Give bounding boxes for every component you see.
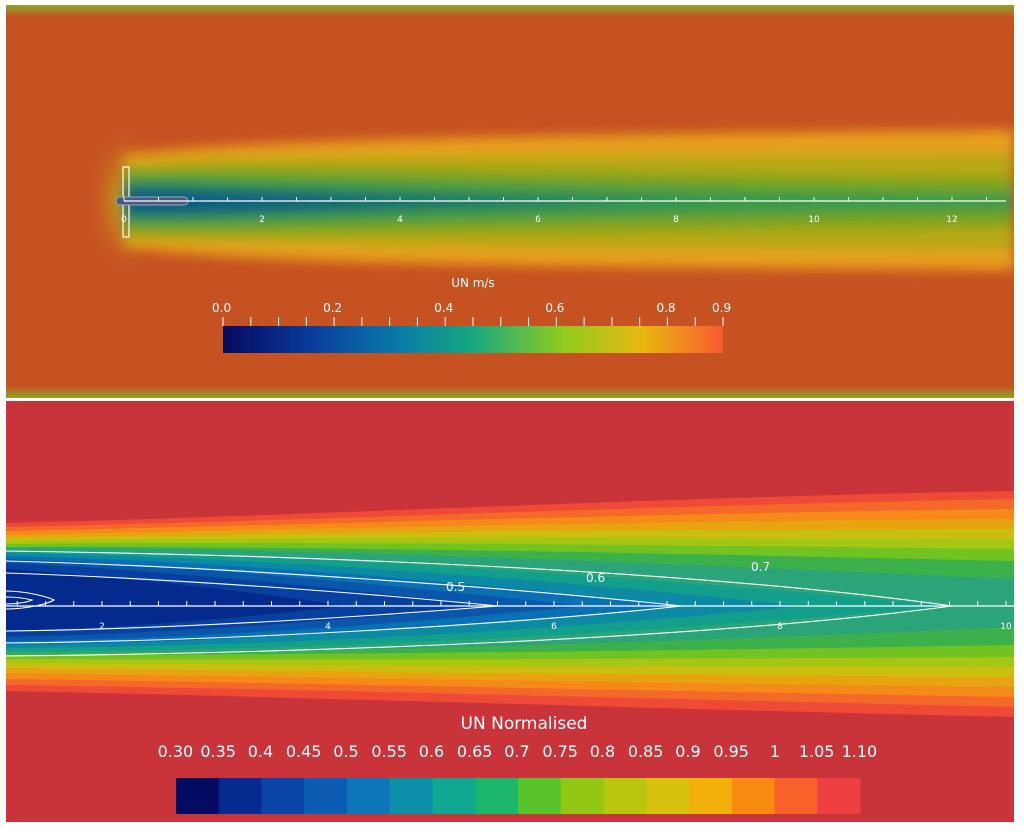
velocity-field-top-view: 0 2 4 6 8 10 12 UN m/s 0.0 0.2 0.4 0.6 0.8 0.9 [6,5,1014,398]
contour-labels: 0.5 0.6 0.7 [446,560,770,594]
color-bar-tick-label: 0.45 [285,742,322,761]
color-bar-tick-label: 0.75 [542,742,578,761]
color-bar-band [646,778,690,814]
color-bar-tick-label: 0.4 [434,301,454,315]
axis-tick-label: 10 [808,215,820,225]
axis-tick-label: 10 [1000,622,1012,632]
axis-tick-label: 8 [777,622,783,632]
color-bar-band [475,778,519,814]
distance-axis: 0 2 4 6 8 10 12 [121,197,1006,225]
color-bar-tick-label: 0.6 [418,742,445,761]
color-bar-title: UN m/s [451,276,495,290]
axis-tick-label: 12 [946,215,957,225]
color-bar-band [218,778,263,814]
color-bar-tick-label: 0.8 [589,742,616,761]
color-bar-tick-label: 0.2 [323,301,343,315]
normalised-color-bar [176,778,861,814]
color-bar-band [304,778,348,814]
axis-tick-label: 4 [325,622,331,632]
color-bar-tick-label: 0.0 [212,301,232,315]
distance-axis: 2 4 6 8 10 [6,601,1014,632]
color-bar-band [603,778,647,814]
contour-bands [6,491,1014,717]
color-bar-band [347,778,391,814]
color-bar-tick-label: 0.35 [200,742,236,761]
normalised-velocity-bottom-view: 0.5 0.6 0.7 2 4 6 8 10 UN Normalised 0.30 0.3… [6,401,1014,822]
velocity-contour-plot: 0 2 4 6 8 10 12 [6,5,1014,398]
color-bar-tick-label: 0.9 [675,742,701,761]
color-bar-ticks [222,317,724,326]
axis-tick-label: 6 [551,622,557,632]
color-bar-tick-label: 1 [769,742,781,761]
axis-tick-label: 8 [673,215,679,225]
contour-label: 0.7 [751,560,770,574]
color-bar-tick-label: 0.4 [247,742,274,761]
color-bar-tick-label: 0.85 [627,742,664,761]
axis-tick-label: 0 [121,215,127,225]
color-bar-tick-label: 0.8 [656,301,676,315]
color-bar-tick-label: 1.05 [798,742,835,761]
color-bar-tick-label: 0.95 [713,742,749,761]
color-bar-title: UN Normalised [460,714,588,734]
color-bar-tick-label: 0.55 [371,742,407,761]
color-bar-band [774,778,818,814]
axis-tick-label: 6 [535,215,541,225]
color-bar-band [389,778,434,814]
normalised-contour-plot: 0.5 0.6 0.7 2 4 6 8 10 [6,401,1014,822]
color-bar-tick-label: 0.7 [504,742,530,761]
contour-label: 0.6 [586,571,605,585]
color-bar-band [560,778,605,814]
color-bar-band [261,778,305,814]
color-bar-tick-label: 0.9 [712,301,732,315]
velocity-color-bar [223,326,723,353]
axis-tick-label: 2 [259,215,265,225]
color-bar-band [817,778,861,814]
color-bar-tick-label: 0.65 [456,742,493,761]
axis-tick-label: 2 [99,622,105,632]
color-bar-tick-label: 1.10 [841,742,878,761]
color-bar-band [731,778,776,814]
color-bar-band [432,778,476,814]
contour-label: 0.5 [446,580,465,594]
color-bar-tick-label: 0.5 [333,742,359,761]
color-bar-tick-label: 0.6 [545,301,565,315]
color-bar-band [176,778,220,814]
color-bar-band [518,778,562,814]
axis-tick-label: 4 [397,215,403,225]
wake-region [124,130,1014,270]
color-bar-band [689,778,733,814]
color-bar-tick-label: 0.30 [157,742,194,761]
